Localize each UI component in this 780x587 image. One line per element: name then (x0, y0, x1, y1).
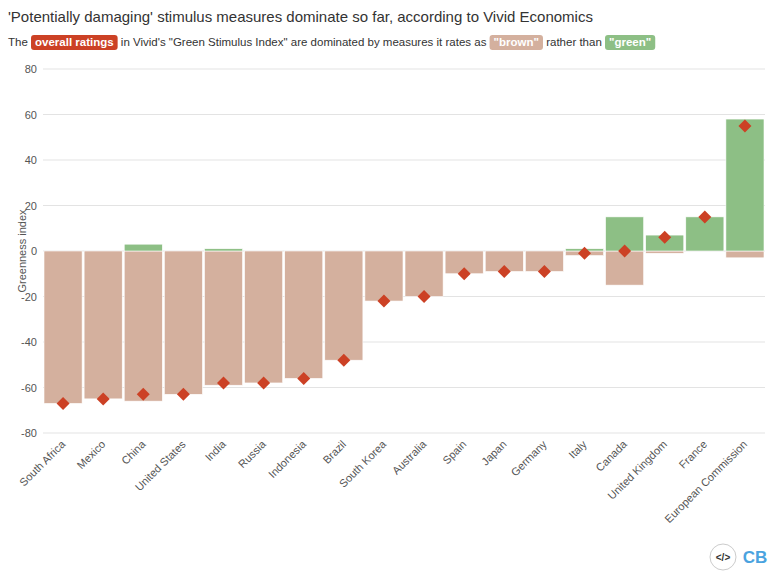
title: 'Potentially damaging' stimulus measures… (8, 8, 593, 25)
x-tick-label: France (677, 438, 710, 471)
bar (405, 251, 443, 297)
legend-label: "green" (609, 36, 651, 48)
grid-line (43, 69, 765, 70)
x-tick-label: Australia (390, 437, 429, 476)
marker (177, 388, 190, 401)
bar (726, 119, 764, 251)
x-tick-label: Japan (479, 438, 509, 468)
y-tick-label: 0 (31, 245, 37, 257)
marker (377, 295, 390, 308)
bar (726, 251, 764, 258)
x-tick-label: Russia (236, 437, 269, 470)
chart: 'Potentially damaging' stimulus measures… (0, 0, 780, 587)
grid-line (43, 160, 765, 161)
bar (164, 251, 202, 252)
y-tick-label: -40 (21, 336, 37, 348)
y-tick-label: 80 (25, 63, 37, 75)
legend-item: overall ratings (31, 35, 118, 50)
marker (217, 376, 230, 389)
y-tick-label: 60 (25, 109, 37, 121)
legend-swatch (31, 35, 118, 50)
legend-swatch (605, 35, 655, 50)
grid-line (43, 433, 765, 434)
marker (658, 231, 671, 244)
bar (365, 251, 403, 252)
grid-line (43, 114, 765, 115)
marker (578, 247, 591, 260)
grid (43, 69, 765, 433)
bar (44, 251, 82, 403)
bar (164, 251, 202, 394)
bar (485, 251, 523, 252)
logo-text: CB (743, 548, 768, 567)
bar (44, 251, 82, 252)
bar (204, 251, 242, 385)
marker (498, 265, 511, 278)
bar (245, 251, 283, 252)
marker (698, 210, 711, 223)
marker (297, 372, 310, 385)
bar (646, 251, 684, 253)
bar (325, 251, 363, 360)
plot-area (44, 119, 764, 410)
marker (97, 392, 110, 405)
x-tick-label: Italy (566, 438, 589, 461)
y-axis-label: Greenness index (16, 209, 28, 293)
bar (124, 251, 162, 401)
x-tick-label: Indonesia (266, 437, 309, 480)
x-tick-label: Germany (508, 438, 549, 479)
bar (445, 251, 483, 252)
logo-circle (710, 544, 736, 570)
logo-text: </> (716, 552, 731, 563)
x-tick-label: India (203, 437, 229, 463)
x-tick-label: Mexico (74, 438, 107, 471)
subtitle: rather than (543, 36, 605, 48)
legend-label: "brown" (494, 36, 539, 48)
bar (285, 251, 323, 252)
x-tick-label: China (119, 437, 148, 466)
bar (525, 251, 563, 252)
legend-swatch (490, 35, 543, 50)
bar (365, 251, 403, 301)
y-tick-label: 40 (25, 154, 37, 166)
grid-line (43, 205, 765, 206)
legend-item: "green" (605, 35, 655, 50)
x-tick-label: Canada (593, 437, 629, 473)
marker (418, 290, 431, 303)
subtitle: The (8, 36, 31, 48)
legend-item: "brown" (490, 35, 543, 50)
x-tick-label: South Korea (337, 437, 389, 489)
bar (405, 251, 443, 252)
marker (538, 265, 551, 278)
y-tick-label: -80 (21, 427, 37, 439)
marker (738, 119, 751, 132)
x-tick-label: European Commission (662, 438, 749, 525)
y-tick-label: -60 (21, 382, 37, 394)
marker (458, 267, 471, 280)
bar (245, 251, 283, 383)
legend-label: overall ratings (35, 36, 114, 48)
logo: </> CB (710, 544, 767, 570)
subtitle: in Vivid's "Green Stimulus Index" are do… (118, 36, 490, 48)
x-tick-label: United Kingdom (605, 438, 669, 502)
x-tick-label: United States (133, 438, 189, 494)
bar (84, 251, 122, 252)
marker (618, 245, 631, 258)
bar (285, 251, 323, 378)
bar (325, 251, 363, 252)
marker (137, 388, 150, 401)
marker (57, 397, 70, 410)
x-tick-label: South Africa (17, 437, 68, 488)
x-tick-label: Brazil (320, 438, 348, 466)
bar (84, 251, 122, 399)
bar (204, 249, 242, 251)
marker (337, 354, 350, 367)
marker (257, 376, 270, 389)
x-tick-label: Spain (440, 438, 468, 466)
bar (124, 244, 162, 251)
